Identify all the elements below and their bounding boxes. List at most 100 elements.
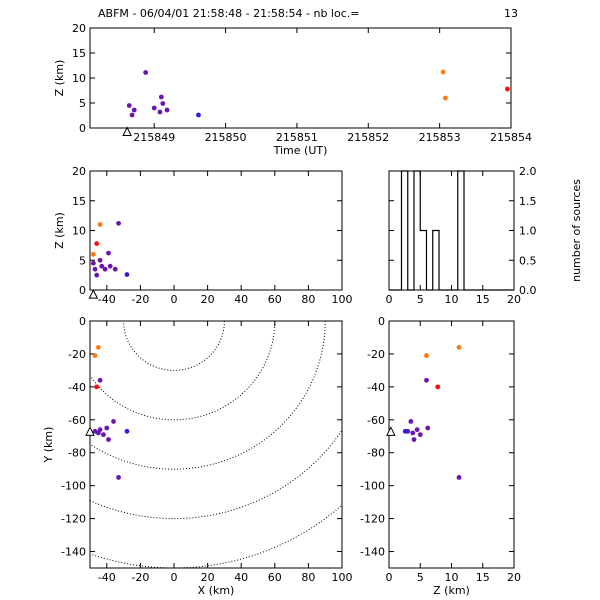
- source-point: [124, 428, 130, 434]
- x-tick-label: 5: [417, 293, 424, 306]
- source-point: [106, 250, 111, 256]
- source-point: [116, 475, 121, 480]
- x-tick-label: 215851: [276, 131, 318, 144]
- source-point: [456, 344, 462, 350]
- x-tick-label: 20: [201, 571, 215, 584]
- source-point: [505, 86, 510, 92]
- source-point: [402, 428, 408, 434]
- y-tick-label: 20: [72, 22, 86, 35]
- y-tick-label: -60: [68, 414, 86, 427]
- source-point: [425, 425, 431, 431]
- y-tick-label: -80: [367, 447, 385, 460]
- source-point: [92, 266, 98, 272]
- plot-frame: [89, 170, 343, 291]
- plot-frame: [89, 320, 343, 569]
- x-tick-label: 0: [386, 571, 393, 584]
- x-tick-label: 215854: [490, 131, 532, 144]
- x-tick-label: 40: [234, 571, 248, 584]
- x-tick-label: 215853: [419, 131, 461, 144]
- source-point: [440, 69, 446, 75]
- height-histogram-panel: 0 5 10 15 200.0 0.5 1.0 1.5 2.0 number of sources: [386, 165, 584, 306]
- station-marker: [386, 426, 396, 436]
- y-tick-label: 0.5: [519, 254, 537, 267]
- source-point: [97, 377, 103, 383]
- x-tick-label: 0: [171, 293, 178, 306]
- source-point: [151, 105, 157, 111]
- y-tick-label: 5: [79, 97, 86, 110]
- y-tick-label: 20: [72, 165, 86, 178]
- y-tick-label: 1.0: [519, 225, 537, 238]
- x-tick-label: 60: [268, 571, 282, 584]
- y-axis-label: Z (km): [53, 212, 66, 249]
- source-point: [417, 432, 423, 438]
- y-tick-label: 0: [79, 315, 86, 328]
- source-point: [97, 427, 103, 433]
- x-tick-label: -20: [131, 293, 149, 306]
- y-tick-label: 2.0: [519, 165, 537, 178]
- x-axis-label: X (km): [198, 584, 235, 597]
- y-tick-label: 5: [79, 254, 86, 267]
- y-tick-label: -60: [367, 414, 385, 427]
- source-point: [96, 344, 101, 350]
- source-point: [111, 419, 116, 424]
- source-point: [92, 353, 98, 358]
- source-point: [112, 266, 118, 272]
- y-axis-label: Y (km): [42, 427, 55, 464]
- source-point: [160, 101, 166, 106]
- y-tick-label: -100: [360, 480, 385, 493]
- y-tick-label: -80: [68, 447, 86, 460]
- source-point: [158, 94, 164, 100]
- station-marker: [88, 289, 99, 299]
- location-count: 13: [504, 7, 518, 20]
- z-y-panel: 0 5 10 15 20 0 -20 -40 -60 -80 -100 -120 -140 Z (km): [360, 315, 521, 597]
- x-tick-label: 15: [476, 293, 490, 306]
- source-point: [116, 220, 121, 226]
- source-point: [126, 103, 132, 108]
- source-point: [97, 257, 103, 263]
- y-tick-label: 10: [72, 225, 86, 238]
- source-point: [90, 260, 96, 266]
- y-tick-label: 15: [72, 47, 86, 60]
- station-marker: [122, 126, 132, 136]
- y-tick-label: -120: [61, 513, 86, 526]
- plot-frame: [388, 320, 515, 569]
- source-point: [410, 430, 416, 436]
- y-tick-label: 0: [79, 122, 86, 135]
- source-point: [408, 419, 414, 424]
- x-height-panel: -40 -20 0 20 40 60 80 100 0 5 10 15 20 Z (km): [53, 165, 353, 306]
- y-tick-label: 0.0: [519, 284, 537, 297]
- x-tick-label: -40: [98, 293, 116, 306]
- x-tick-label: 80: [301, 571, 315, 584]
- source-point: [99, 263, 105, 269]
- source-point: [143, 70, 149, 75]
- x-tick-label: 100: [332, 293, 353, 306]
- source-point: [164, 107, 170, 113]
- histogram-step-line: [389, 170, 514, 291]
- y-tick-label: -140: [61, 546, 86, 559]
- x-tick-label: -40: [98, 571, 116, 584]
- source-point: [94, 241, 100, 246]
- source-point: [101, 432, 106, 438]
- x-tick-label: 215850: [205, 131, 247, 144]
- x-tick-label: 10: [445, 293, 459, 306]
- source-point: [106, 437, 111, 442]
- x-tick-label: 20: [507, 571, 521, 584]
- y-tick-label: 0: [79, 284, 86, 297]
- source-point: [414, 427, 420, 433]
- source-point: [124, 272, 130, 277]
- range-ring: [123, 321, 225, 371]
- time-height-panel: 215849 215850 215851 215852 215853 215854 0 5 10…: [53, 22, 532, 157]
- x-tick-label: 80: [301, 293, 315, 306]
- y-tick-label: -100: [61, 480, 86, 493]
- x-tick-label: -20: [131, 571, 149, 584]
- source-point: [97, 222, 103, 227]
- x-tick-label: 5: [417, 571, 424, 584]
- source-point: [131, 107, 137, 113]
- y-tick-label: -40: [68, 381, 86, 394]
- x-tick-label: 10: [445, 571, 459, 584]
- plot-frame: [89, 27, 512, 129]
- source-point: [424, 377, 429, 383]
- x-tick-label: 15: [476, 571, 490, 584]
- x-tick-label: 215852: [347, 131, 389, 144]
- source-point: [104, 425, 110, 431]
